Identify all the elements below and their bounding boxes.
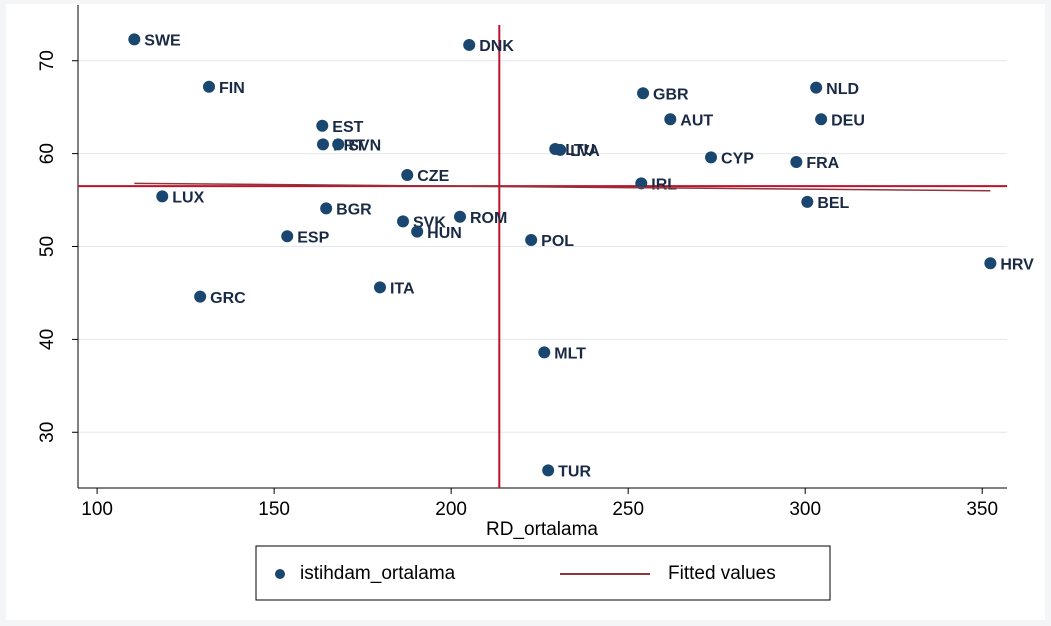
legend-marker <box>275 569 285 579</box>
x-tick-label: 100 <box>81 499 113 520</box>
point-label: CYP <box>721 151 754 168</box>
x-tick-label: 300 <box>789 499 821 520</box>
point-label: LVA <box>570 143 600 160</box>
x-axis-title: RD_ortalama <box>486 519 598 540</box>
point-label: AUT <box>680 112 713 129</box>
legend-label: Fitted values <box>668 563 776 584</box>
y-tick-label: 60 <box>37 143 58 164</box>
y-tick-label: 30 <box>37 422 58 443</box>
point-label: HUN <box>427 225 462 242</box>
x-tick-label: 250 <box>612 499 644 520</box>
scatter-point <box>401 168 414 181</box>
point-label: DNK <box>479 38 514 55</box>
y-tick-label: 40 <box>37 329 58 350</box>
point-label: GBR <box>653 86 689 103</box>
fitted-line <box>134 182 991 192</box>
scatter-point <box>525 233 538 246</box>
scatter-point <box>320 202 333 215</box>
y-tick-label: 70 <box>37 50 58 71</box>
legend <box>255 545 831 601</box>
scatter-point <box>542 464 555 477</box>
scatter-point <box>984 257 997 270</box>
point-label: EST <box>332 119 363 136</box>
scatter-point <box>281 230 294 243</box>
scatter-point <box>316 119 329 132</box>
scatter-point <box>637 87 650 100</box>
point-label: BEL <box>817 195 849 212</box>
point-label: MLT <box>554 346 586 363</box>
scatter-point <box>202 80 215 93</box>
scatter-point <box>664 113 677 126</box>
scatter-point <box>156 190 169 203</box>
scatter-point <box>411 225 424 238</box>
point-label: HRV <box>1000 256 1034 273</box>
scatter-point <box>801 195 814 208</box>
scatter-point <box>316 138 329 151</box>
scatter-point <box>397 215 410 228</box>
point-label: DEU <box>831 112 865 129</box>
scatter-point <box>373 281 386 294</box>
scatter-point <box>194 290 207 303</box>
scatter-point <box>463 38 476 51</box>
point-label: LUX <box>172 190 204 207</box>
point-label: LTU <box>565 142 595 159</box>
point-label: GRC <box>210 290 246 307</box>
point-label: CZE <box>417 168 449 185</box>
scatter-point <box>635 177 648 190</box>
x-tick-label: 350 <box>966 499 998 520</box>
point-label: ESP <box>297 230 329 247</box>
scatter-point <box>815 113 828 126</box>
point-label: FRA <box>806 155 839 172</box>
x-tick-label: 200 <box>435 499 467 520</box>
scatter-point <box>705 151 718 164</box>
y-tick-label: 50 <box>37 236 58 257</box>
scatter-point <box>810 81 823 94</box>
legend-label: istihdam_ortalama <box>300 563 456 584</box>
point-label: POL <box>541 233 574 250</box>
scatter-point <box>454 210 467 223</box>
scatter-point <box>790 155 803 168</box>
point-label: SWE <box>144 33 181 50</box>
scatter-point <box>554 143 567 156</box>
point-label: FIN <box>219 80 245 97</box>
point-label: ITA <box>390 281 415 298</box>
scatter-point <box>128 33 141 46</box>
point-label: TUR <box>558 464 591 481</box>
scatter-point <box>538 346 551 359</box>
point-label: SVN <box>348 138 381 155</box>
point-label: NLD <box>826 81 859 98</box>
x-tick-label: 150 <box>258 499 290 520</box>
graph-region <box>6 4 1045 620</box>
point-label: BGR <box>336 202 372 219</box>
point-label: ROM <box>470 210 507 227</box>
point-label: IRL <box>651 177 677 194</box>
scatter-point <box>332 138 345 151</box>
